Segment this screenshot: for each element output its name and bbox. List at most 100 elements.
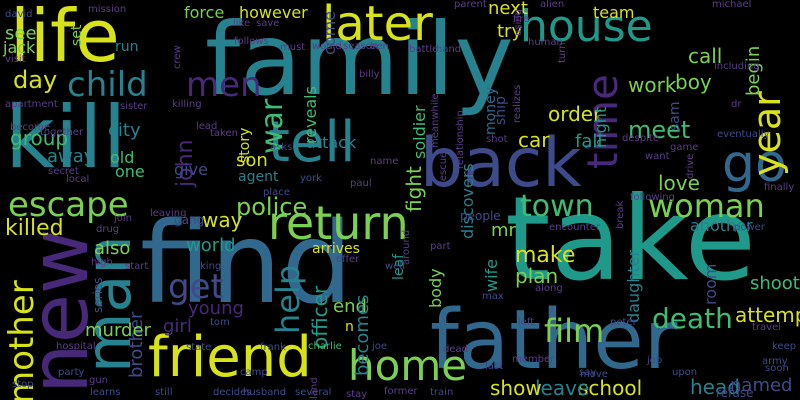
cloud-word: car <box>518 128 550 152</box>
cloud-word: upon <box>672 367 698 378</box>
cloud-word: away <box>47 146 95 167</box>
cloud-word: team <box>593 3 635 22</box>
cloud-word: joe <box>372 341 388 352</box>
cloud-word: drug <box>96 224 120 235</box>
cloud-word: one <box>115 162 145 181</box>
cloud-word: rescue <box>438 151 449 186</box>
cloud-word: plan <box>515 264 559 288</box>
cloud-word: david <box>5 9 33 20</box>
cloud-word: life <box>10 0 120 78</box>
cloud-word: town <box>520 189 594 224</box>
cloud-word: around <box>401 230 412 266</box>
cloud-word: force <box>184 3 225 22</box>
cloud-word: boy <box>675 70 712 94</box>
cloud-word: named <box>730 375 793 396</box>
cloud-word: attack <box>306 133 357 152</box>
cloud-word: give <box>174 160 208 179</box>
cloud-word: charlie <box>308 341 342 352</box>
cloud-word: way <box>202 208 243 232</box>
cloud-word: drive <box>685 153 696 179</box>
cloud-word: last <box>485 361 504 372</box>
cloud-word: high <box>91 257 113 268</box>
cloud-word: also <box>94 238 131 259</box>
cloud-word: sister <box>120 101 148 112</box>
cloud-word: become <box>10 122 51 133</box>
cloud-word: follows <box>234 36 269 47</box>
cloud-word: dead <box>443 344 468 355</box>
cloud-word: tell <box>268 110 356 175</box>
cloud-word: keep <box>772 341 797 352</box>
cloud-word: attempt <box>735 303 800 327</box>
cloud-word: night <box>591 106 610 148</box>
cloud-word: fall <box>575 131 603 152</box>
cloud-word: becomes <box>352 294 373 377</box>
cloud-word: leave <box>535 376 590 400</box>
cloud-word: learns <box>90 387 121 398</box>
cloud-word: show <box>490 376 542 400</box>
cloud-word: local <box>66 174 90 185</box>
cloud-word: murder <box>85 320 151 341</box>
cloud-word: work <box>628 73 677 97</box>
cloud-word: meet <box>628 116 691 144</box>
cloud-word: offer <box>336 254 360 265</box>
cloud-word: back <box>420 124 582 203</box>
cloud-word: arrives <box>312 241 360 257</box>
cloud-word: call <box>688 44 723 68</box>
cloud-word: see <box>5 23 37 44</box>
cloud-word: must <box>280 42 306 53</box>
cloud-word: stop <box>12 379 34 390</box>
cloud-word: hand <box>436 44 462 55</box>
cloud-word: young <box>188 298 244 319</box>
cloud-word: say <box>579 367 597 378</box>
cloud-word: shoot <box>750 273 800 294</box>
cloud-word: like <box>233 18 251 29</box>
cloud-word: army <box>762 356 788 367</box>
cloud-word: save <box>256 18 280 29</box>
cloud-word: power <box>734 222 765 233</box>
cloud-word: several <box>295 387 332 398</box>
cloud-word: wife <box>482 258 501 292</box>
cloud-word: father <box>430 293 678 388</box>
cloud-word: apartment <box>5 99 58 110</box>
cloud-word: mr <box>491 220 516 241</box>
cloud-word: crew <box>172 45 183 69</box>
cloud-word: film <box>544 312 605 350</box>
cloud-word: stay <box>346 389 368 400</box>
cloud-word: king <box>200 261 222 272</box>
cloud-word: girl <box>163 316 192 337</box>
cloud-word: part <box>430 241 451 252</box>
cloud-word: set <box>69 24 85 47</box>
cloud-word: take <box>505 172 756 307</box>
cloud-word: turn <box>557 42 568 63</box>
cloud-word: name <box>370 156 399 167</box>
cloud-word: decides <box>213 387 252 398</box>
cloud-word: killing <box>172 99 202 110</box>
cloud-word: michael <box>712 0 752 10</box>
cloud-word: house <box>520 1 653 52</box>
cloud-word: move <box>580 369 608 380</box>
cloud-word: would <box>312 41 342 52</box>
cloud-word: refuse <box>716 386 754 400</box>
cloud-word: room <box>701 263 720 305</box>
cloud-word: family <box>205 1 514 118</box>
cloud-word: lead <box>196 121 218 132</box>
cloud-word: killed <box>5 216 64 241</box>
cloud-word: school <box>578 376 643 400</box>
cloud-word: child <box>67 65 148 105</box>
cloud-word: next <box>488 0 528 19</box>
cloud-word: soldier <box>410 105 429 160</box>
cloud-word: agent <box>238 169 279 185</box>
cloud-word: death <box>652 302 733 335</box>
cloud-word: old <box>110 148 135 167</box>
cloud-word: people <box>460 209 501 223</box>
cloud-word: get <box>168 267 224 307</box>
cloud-word: along <box>535 283 563 294</box>
cloud-word: realizes <box>512 84 523 123</box>
cloud-word: max <box>482 291 504 302</box>
cloud-word: group <box>10 126 69 150</box>
cloud-word: place <box>263 187 290 198</box>
cloud-word: men <box>186 65 262 105</box>
cloud-word: paul <box>350 178 372 189</box>
cloud-word: shot <box>486 134 508 145</box>
cloud-word: game <box>670 142 699 153</box>
